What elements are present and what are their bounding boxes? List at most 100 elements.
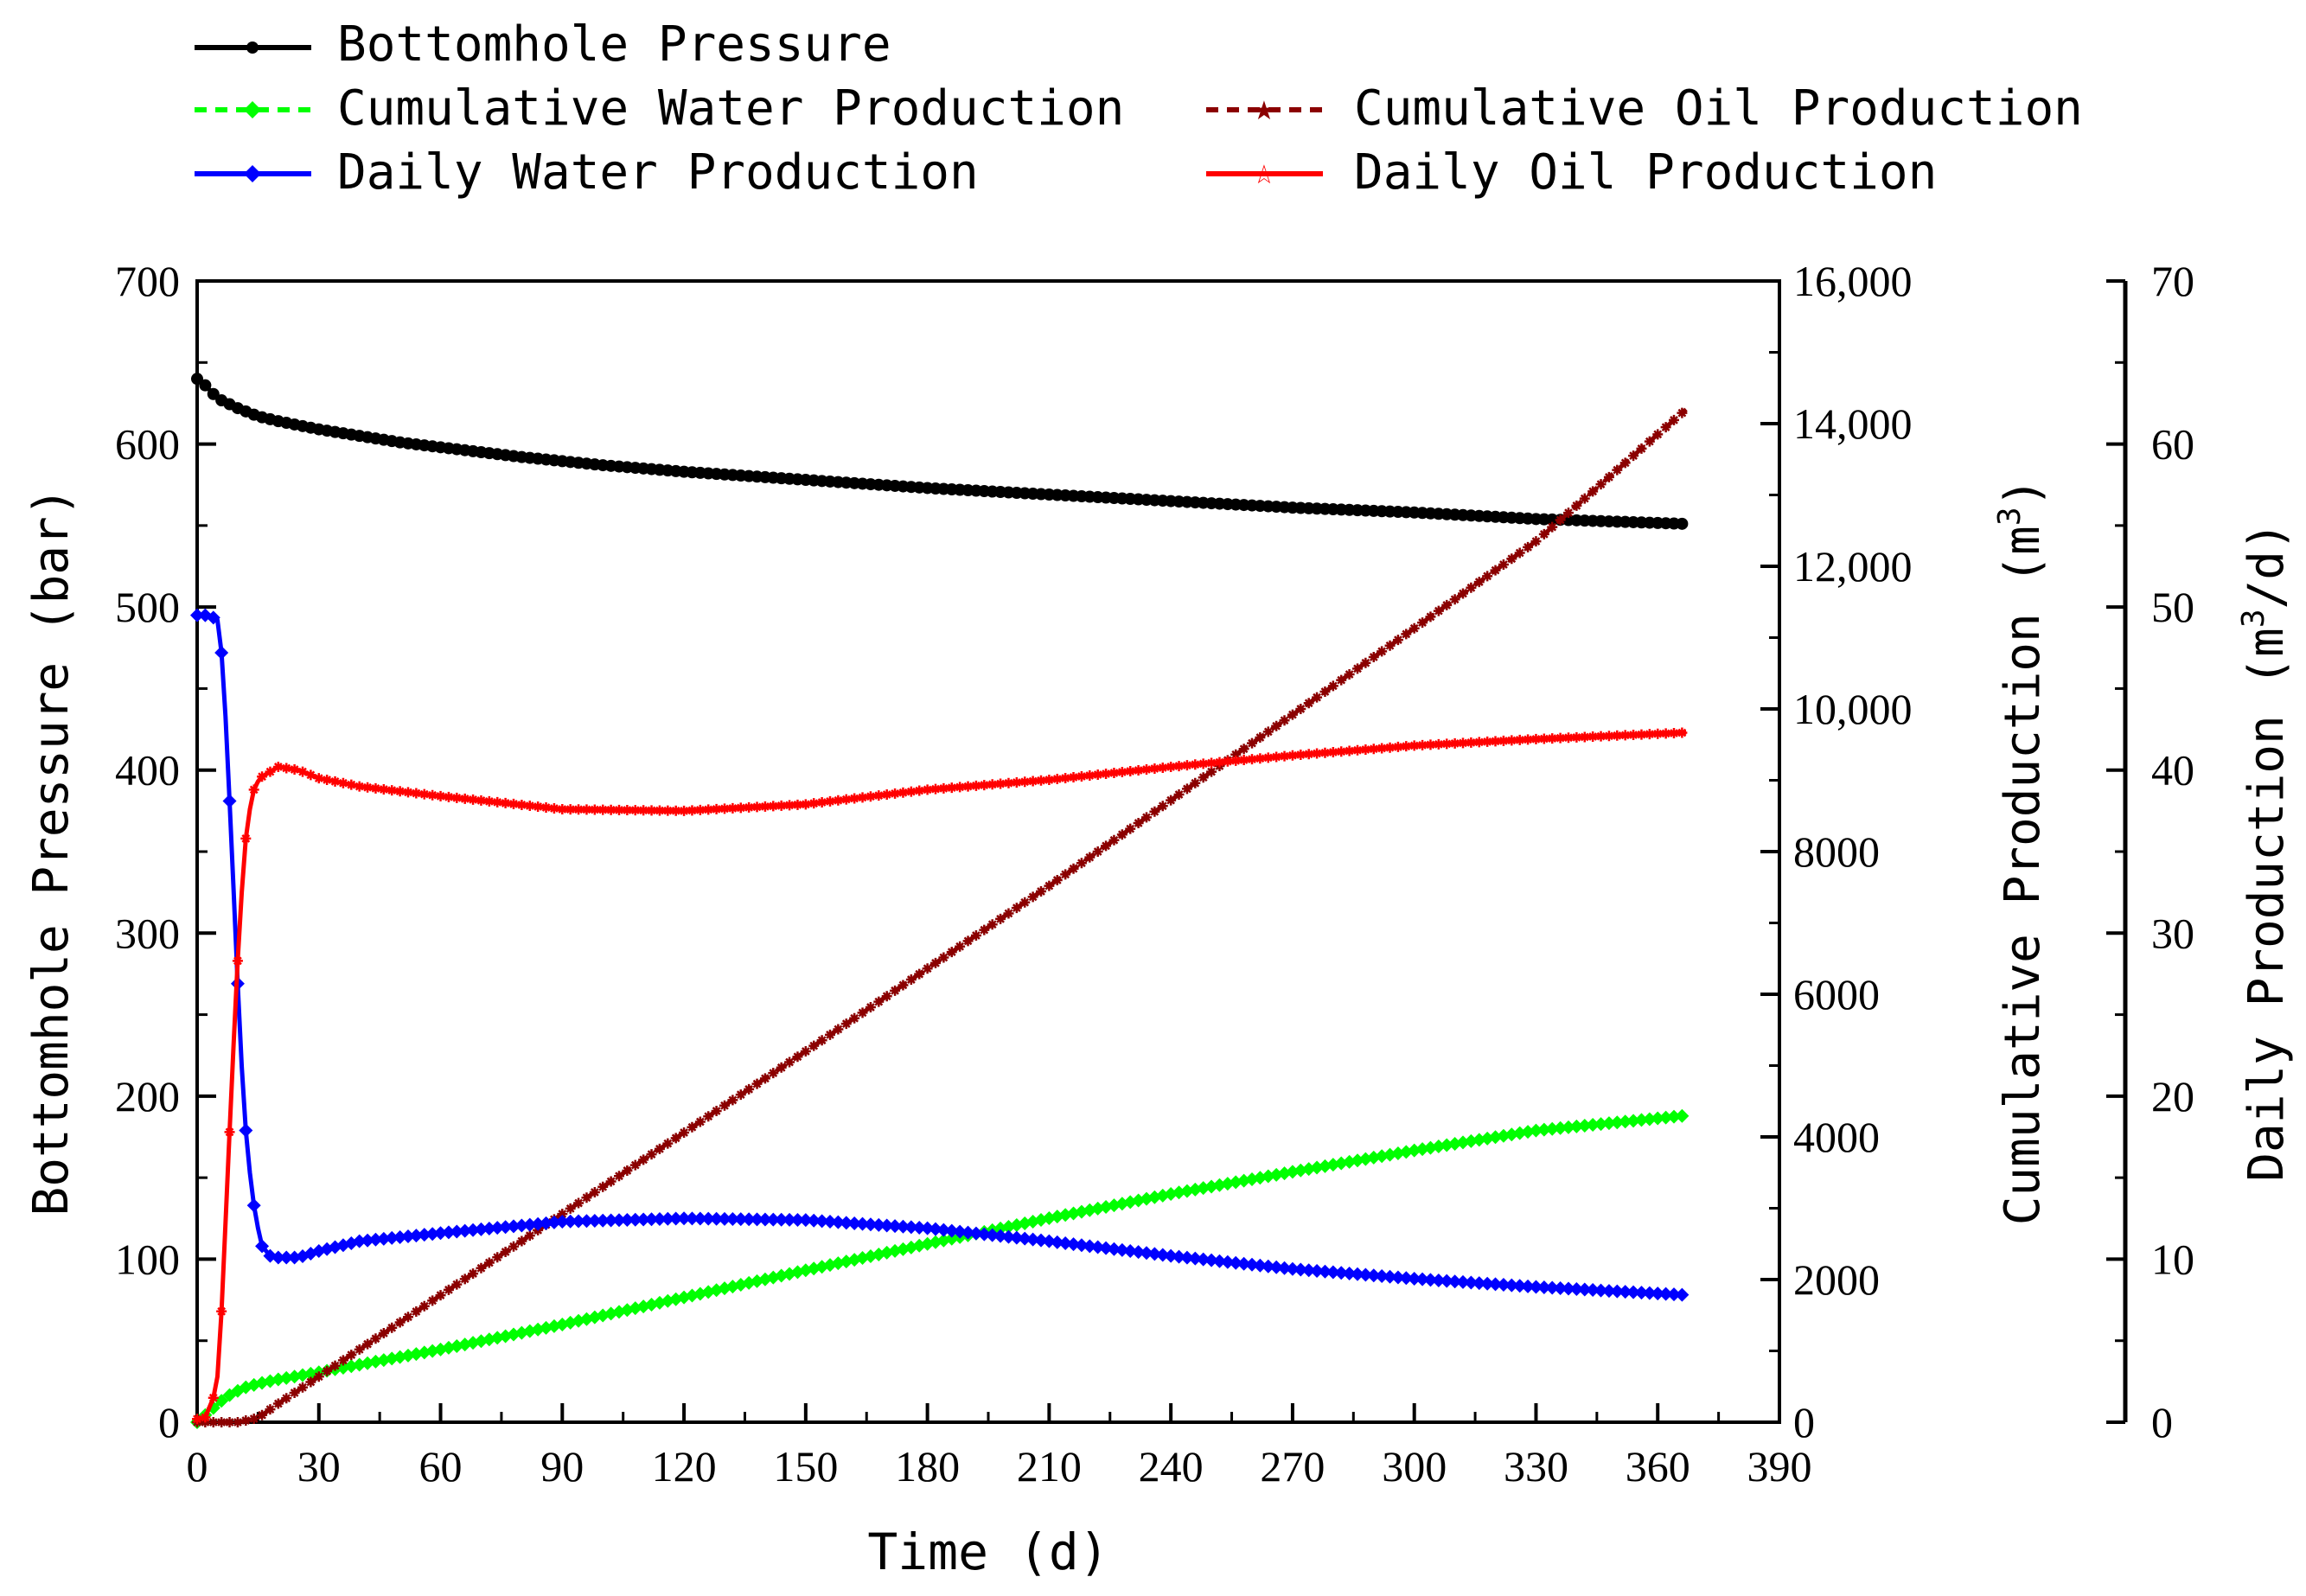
data-point <box>417 1228 431 1242</box>
data-point <box>995 778 1006 789</box>
data-point <box>1050 1235 1064 1249</box>
data-point <box>1123 1244 1138 1258</box>
data-point <box>1669 727 1679 738</box>
data-point <box>500 1246 511 1257</box>
cumulative-axis-title-main: Cumulative Production (m <box>1995 526 2051 1225</box>
data-point <box>685 1211 699 1226</box>
data-point <box>1092 846 1103 857</box>
data-point <box>557 1209 568 1220</box>
data-point <box>1262 752 1274 763</box>
data-point <box>450 1224 464 1239</box>
data-point <box>507 1219 521 1234</box>
data-point <box>962 781 974 792</box>
data-point <box>232 1417 243 1427</box>
data-point <box>1157 762 1168 773</box>
data-point <box>1044 775 1055 786</box>
data-point <box>1198 758 1209 769</box>
legend-entry-cumulative-oil: ★ Cumulative Oil Production <box>1206 80 2083 137</box>
data-point <box>1101 768 1112 779</box>
data-point <box>912 1220 927 1235</box>
cumulative-tick-label: 10,000 <box>1793 685 1913 733</box>
data-point <box>1563 732 1574 744</box>
data-point <box>1506 735 1517 746</box>
data-point <box>759 801 770 812</box>
data-point <box>1536 1122 1551 1137</box>
data-point <box>833 1024 844 1035</box>
data-point <box>1344 669 1355 680</box>
data-point <box>1115 1242 1129 1257</box>
data-point <box>1555 514 1566 526</box>
data-point <box>573 804 584 815</box>
pressure-tick-label: 200 <box>115 1072 180 1120</box>
data-point <box>1514 547 1525 559</box>
data-point <box>548 802 559 814</box>
daily-tick-label: 70 <box>2151 257 2194 305</box>
data-point <box>257 1409 268 1420</box>
data-point <box>1601 1116 1616 1131</box>
data-point <box>719 803 730 814</box>
data-point <box>888 1219 903 1234</box>
data-point <box>222 794 237 808</box>
data-point <box>840 794 852 805</box>
data-point <box>1279 715 1290 726</box>
data-point <box>1198 772 1209 783</box>
data-point <box>1536 1280 1551 1294</box>
data-point <box>483 795 495 807</box>
data-point <box>1433 605 1444 616</box>
data-point <box>1188 1251 1203 1266</box>
data-point <box>1247 754 1257 765</box>
data-point <box>930 957 941 968</box>
data-point <box>1238 755 1249 766</box>
data-point <box>1523 734 1534 745</box>
data-point <box>1236 1256 1251 1271</box>
data-point <box>386 1322 398 1333</box>
data-point <box>555 1215 570 1229</box>
pressure-tick-label: 0 <box>158 1398 180 1446</box>
data-point <box>1488 1277 1503 1292</box>
data-point <box>200 1412 211 1423</box>
data-point <box>1066 1237 1081 1252</box>
data-point <box>1619 457 1631 469</box>
data-point <box>368 1232 383 1247</box>
data-point <box>768 801 779 812</box>
data-point <box>492 796 503 808</box>
data-point <box>1425 739 1436 750</box>
data-point <box>744 1083 755 1095</box>
data-point <box>1401 629 1412 640</box>
daily-axis-title-sup: 3 <box>2236 609 2271 628</box>
data-point <box>1677 727 1688 738</box>
data-point <box>1277 1261 1292 1275</box>
data-point <box>1431 1273 1446 1287</box>
data-point <box>727 1095 738 1106</box>
data-point <box>457 1223 472 1238</box>
data-point <box>441 1225 456 1240</box>
legend-label-cumulative-oil: Cumulative Oil Production <box>1354 80 2083 137</box>
data-point <box>1619 730 1631 741</box>
data-point <box>605 1176 616 1187</box>
data-point <box>1287 709 1298 720</box>
data-point <box>644 1212 659 1227</box>
data-point <box>985 1228 1000 1242</box>
data-point <box>1018 1231 1032 1246</box>
data-point <box>709 1211 724 1226</box>
data-point <box>1612 464 1623 476</box>
data-point <box>987 779 998 790</box>
data-point <box>466 1223 481 1237</box>
data-point <box>533 801 544 812</box>
data-point <box>1099 1241 1114 1255</box>
data-point <box>1407 1272 1421 1286</box>
data-point <box>904 1220 918 1235</box>
series-line-cumulative-water-production <box>195 1113 1687 1424</box>
data-point <box>751 1078 763 1089</box>
data-point <box>192 1414 202 1425</box>
data-point <box>938 952 949 963</box>
data-point <box>1547 521 1558 533</box>
data-point <box>733 1212 748 1227</box>
data-point <box>897 980 909 991</box>
cumulative-tick-label: 16,000 <box>1793 257 1913 305</box>
data-point <box>1417 617 1428 629</box>
data-point <box>735 802 746 814</box>
data-point <box>1222 756 1233 767</box>
data-point <box>1051 875 1063 885</box>
data-point <box>922 784 933 795</box>
